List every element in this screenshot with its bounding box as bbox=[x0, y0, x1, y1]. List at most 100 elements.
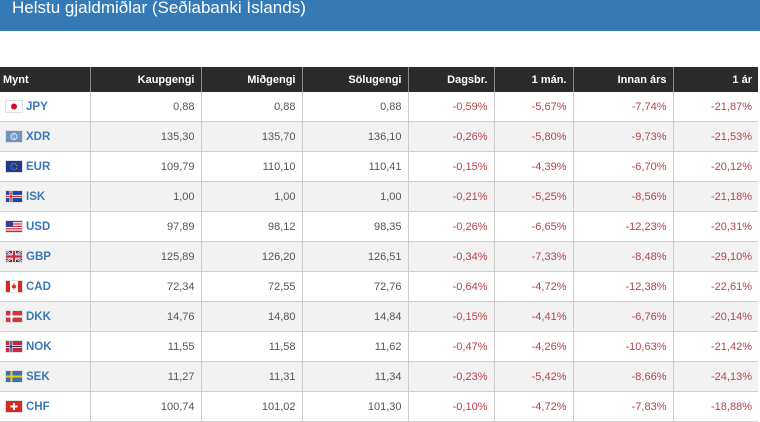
table-row: XDR 135,30 135,70 136,10 -0,26% -5,80% -… bbox=[0, 121, 758, 152]
currency-link-eur[interactable]: EUR bbox=[26, 160, 51, 173]
month-change: -4,41% bbox=[493, 301, 573, 332]
un-flag-icon bbox=[6, 131, 22, 143]
currency-rates-table: Mynt Kaupgengi Miðgengi Sölugengi Dagsbr… bbox=[0, 67, 758, 422]
buy-rate: 11,55 bbox=[89, 331, 201, 362]
sell-rate: 11,62 bbox=[301, 331, 408, 362]
daily-change: -0,10% bbox=[407, 391, 494, 422]
currency-link-cad[interactable]: CAD bbox=[26, 280, 51, 293]
daily-change: -0,15% bbox=[407, 301, 494, 332]
uk-flag-icon bbox=[6, 251, 22, 263]
month-change: -4,72% bbox=[493, 391, 573, 422]
iceland-flag-icon bbox=[6, 191, 22, 203]
sell-rate: 1,00 bbox=[301, 181, 408, 212]
month-change: -4,72% bbox=[493, 271, 573, 302]
table-row: NOK 11,55 11,58 11,62 -0,47% -4,26% -10,… bbox=[0, 331, 758, 362]
currency-link-isk[interactable]: ISK bbox=[26, 190, 46, 203]
daily-change: -0,59% bbox=[407, 92, 494, 122]
month-change: -5,80% bbox=[493, 121, 573, 152]
buy-rate: 97,89 bbox=[89, 211, 201, 242]
column-header-buy-rate[interactable]: Kaupgengi bbox=[89, 67, 201, 92]
buy-rate: 72,34 bbox=[89, 271, 201, 302]
currency-link-nok[interactable]: NOK bbox=[26, 340, 52, 353]
column-header-year-change[interactable]: 1 ár bbox=[672, 67, 758, 92]
mid-rate: 0,88 bbox=[200, 92, 302, 122]
norway-flag-icon bbox=[6, 341, 22, 353]
daily-change: -0,15% bbox=[407, 151, 494, 182]
mid-rate: 126,20 bbox=[200, 241, 302, 272]
buy-rate: 14,76 bbox=[89, 301, 201, 332]
sell-rate: 101,30 bbox=[301, 391, 408, 422]
currency-link-usd[interactable]: USD bbox=[26, 220, 51, 233]
column-header-daily-change[interactable]: Dagsbr. bbox=[407, 67, 494, 92]
daily-change: -0,23% bbox=[407, 361, 494, 392]
switzerland-flag-icon bbox=[6, 401, 22, 413]
table-row: EUR 109,79 110,10 110,41 -0,15% -4,39% -… bbox=[0, 151, 758, 182]
currency-cell: XDR bbox=[0, 121, 90, 152]
year-change: -20,12% bbox=[672, 151, 758, 182]
daily-change: -0,21% bbox=[407, 181, 494, 212]
buy-rate: 11,27 bbox=[89, 361, 201, 392]
month-change: -5,67% bbox=[493, 92, 573, 122]
currency-link-dkk[interactable]: DKK bbox=[26, 310, 51, 323]
currency-link-xdr[interactable]: XDR bbox=[26, 130, 51, 143]
year-change: -22,61% bbox=[672, 271, 758, 302]
currency-cell: CAD bbox=[0, 271, 90, 302]
ytd-change: -8,56% bbox=[572, 181, 673, 212]
sell-rate: 14,84 bbox=[301, 301, 408, 332]
ytd-change: -9,73% bbox=[572, 121, 673, 152]
mid-rate: 135,70 bbox=[200, 121, 302, 152]
month-change: -5,25% bbox=[493, 181, 573, 212]
mid-rate: 98,12 bbox=[200, 211, 302, 242]
column-header-sell-rate[interactable]: Sölugengi bbox=[301, 67, 408, 92]
currency-link-gbp[interactable]: GBP bbox=[26, 250, 51, 263]
year-change: -21,18% bbox=[672, 181, 758, 212]
sell-rate: 110,41 bbox=[301, 151, 408, 182]
column-header-currency[interactable]: Mynt bbox=[0, 67, 90, 92]
currency-link-jpy[interactable]: JPY bbox=[26, 100, 48, 113]
year-change: -29,10% bbox=[672, 241, 758, 272]
daily-change: -0,34% bbox=[407, 241, 494, 272]
currency-link-sek[interactable]: SEK bbox=[26, 370, 50, 383]
page-title: Helstu gjaldmiðlar (Seðlabanki Íslands) bbox=[12, 0, 306, 17]
currency-link-chf[interactable]: CHF bbox=[26, 400, 50, 413]
currency-cell: DKK bbox=[0, 301, 90, 332]
table-row: CAD 72,34 72,55 72,76 -0,64% -4,72% -12,… bbox=[0, 271, 758, 302]
ytd-change: -8,66% bbox=[572, 361, 673, 392]
buy-rate: 125,89 bbox=[89, 241, 201, 272]
month-change: -4,39% bbox=[493, 151, 573, 182]
ytd-change: -6,70% bbox=[572, 151, 673, 182]
mid-rate: 11,58 bbox=[200, 331, 302, 362]
mid-rate: 14,80 bbox=[200, 301, 302, 332]
currency-cell: GBP bbox=[0, 241, 90, 272]
year-change: -18,88% bbox=[672, 391, 758, 422]
column-header-mid-rate[interactable]: Miðgengi bbox=[200, 67, 302, 92]
buy-rate: 109,79 bbox=[89, 151, 201, 182]
currency-cell: NOK bbox=[0, 331, 90, 362]
daily-change: -0,26% bbox=[407, 121, 494, 152]
currency-cell: ISK bbox=[0, 181, 90, 212]
month-change: -6,65% bbox=[493, 211, 573, 242]
table-row: DKK 14,76 14,80 14,84 -0,15% -4,41% -6,7… bbox=[0, 301, 758, 332]
table-row: SEK 11,27 11,31 11,34 -0,23% -5,42% -8,6… bbox=[0, 361, 758, 392]
ytd-change: -7,74% bbox=[572, 92, 673, 122]
table-row: ISK 1,00 1,00 1,00 -0,21% -5,25% -8,56% … bbox=[0, 181, 758, 212]
year-change: -24,13% bbox=[672, 361, 758, 392]
mid-rate: 101,02 bbox=[200, 391, 302, 422]
ytd-change: -7,83% bbox=[572, 391, 673, 422]
mid-rate: 110,10 bbox=[200, 151, 302, 182]
buy-rate: 100,74 bbox=[89, 391, 201, 422]
ytd-change: -10,63% bbox=[572, 331, 673, 362]
column-header-ytd-change[interactable]: Innan árs bbox=[572, 67, 673, 92]
month-change: -5,42% bbox=[493, 361, 573, 392]
table-row: GBP 125,89 126,20 126,51 -0,34% -7,33% -… bbox=[0, 241, 758, 272]
year-change: -21,87% bbox=[672, 92, 758, 122]
month-change: -4,26% bbox=[493, 331, 573, 362]
year-change: -20,31% bbox=[672, 211, 758, 242]
currency-cell: USD bbox=[0, 211, 90, 242]
usa-flag-icon bbox=[6, 221, 22, 233]
column-header-month-change[interactable]: 1 mán. bbox=[493, 67, 573, 92]
daily-change: -0,47% bbox=[407, 331, 494, 362]
buy-rate: 1,00 bbox=[89, 181, 201, 212]
sweden-flag-icon bbox=[6, 371, 22, 383]
japan-flag-icon bbox=[6, 101, 22, 113]
